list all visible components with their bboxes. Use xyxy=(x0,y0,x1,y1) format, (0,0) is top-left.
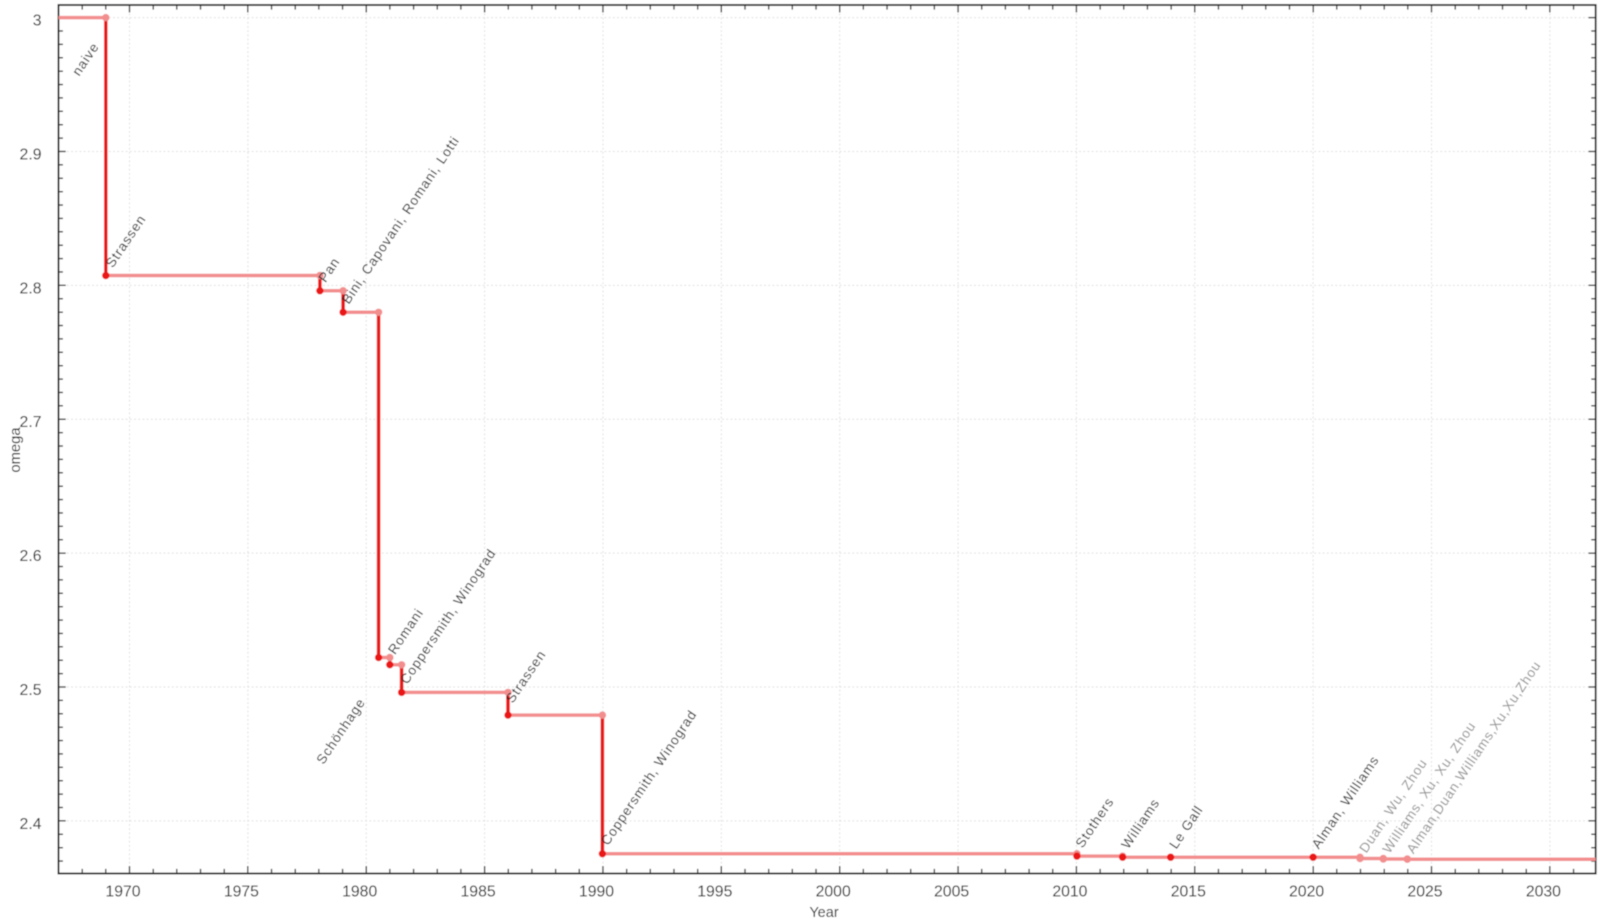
svg-text:2.5: 2.5 xyxy=(20,682,42,699)
svg-text:2025: 2025 xyxy=(1407,884,1442,901)
svg-text:2020: 2020 xyxy=(1289,884,1324,901)
svg-text:2030: 2030 xyxy=(1526,884,1561,901)
svg-text:Year: Year xyxy=(809,905,838,920)
svg-text:1990: 1990 xyxy=(579,884,614,901)
svg-text:1975: 1975 xyxy=(224,884,259,901)
svg-text:2000: 2000 xyxy=(816,884,851,901)
svg-text:2.8: 2.8 xyxy=(20,280,42,297)
svg-text:1970: 1970 xyxy=(105,884,140,901)
svg-text:2.4: 2.4 xyxy=(20,816,42,833)
svg-text:1995: 1995 xyxy=(697,884,732,901)
svg-text:omega: omega xyxy=(8,427,24,473)
svg-text:1985: 1985 xyxy=(461,884,496,901)
svg-text:2.9: 2.9 xyxy=(20,147,42,164)
svg-text:3: 3 xyxy=(33,13,42,30)
svg-text:2005: 2005 xyxy=(934,884,969,901)
svg-text:2010: 2010 xyxy=(1052,884,1087,901)
svg-text:2015: 2015 xyxy=(1171,884,1206,901)
svg-text:2.7: 2.7 xyxy=(20,414,42,431)
svg-text:2.6: 2.6 xyxy=(20,548,42,565)
svg-text:1980: 1980 xyxy=(342,884,377,901)
